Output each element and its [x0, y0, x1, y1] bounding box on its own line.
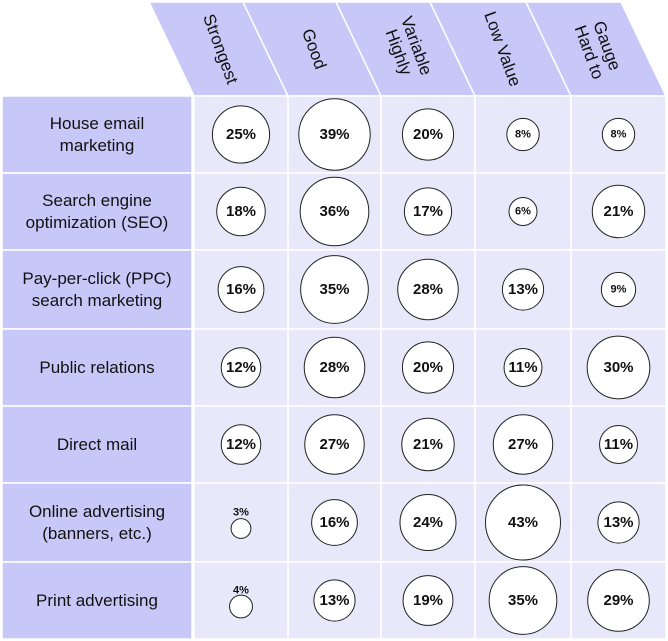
bubble-r1-c3	[401, 108, 455, 161]
bubble-r6-c3	[399, 493, 457, 552]
row-header-2	[1, 172, 193, 251]
value-label: 21%	[413, 436, 443, 453]
value-label: 20%	[413, 126, 443, 143]
row-header-7	[1, 561, 193, 640]
row-label-5: Direct mail	[57, 435, 137, 454]
bubble-r2-c5	[591, 184, 646, 239]
bubble-r2-c4	[508, 196, 538, 227]
value-label: 3%	[233, 507, 249, 519]
value-label: 43%	[508, 514, 538, 531]
value-label: 19%	[413, 592, 443, 609]
value-label: 25%	[226, 126, 256, 143]
value-label: 4%	[233, 585, 249, 597]
value-label: 17%	[413, 203, 443, 220]
bubble-r4-c1	[220, 347, 262, 388]
row-label-2: optimization (SEO)	[26, 213, 169, 232]
value-label: 29%	[603, 592, 633, 609]
row-label-6: (banners, etc.)	[42, 524, 152, 543]
value-label: 24%	[413, 514, 443, 531]
value-label: 18%	[226, 203, 256, 220]
bubble-r2-c2	[299, 176, 370, 247]
bubble-r7-c3	[402, 575, 454, 626]
bubble-r5-c4	[492, 414, 554, 475]
value-label: 27%	[319, 436, 349, 453]
value-label: 12%	[226, 359, 256, 376]
bubble-r3-c5	[600, 271, 637, 308]
bubble-r5-c5	[599, 425, 638, 464]
value-label: 11%	[604, 436, 633, 453]
bubble-r6-c1	[230, 518, 252, 539]
value-label: 35%	[508, 592, 538, 609]
bubbles: 25% 39% 20% 8% 8% 18% 36% 17% 6% 21% 16% 35% 28% 13% 9…	[211, 98, 651, 635]
row-header-1	[1, 95, 193, 174]
value-label: 8%	[611, 129, 627, 141]
value-label: 13%	[319, 592, 349, 609]
bubble-r6-c2	[311, 499, 358, 546]
bubble-r6-c4	[485, 484, 561, 561]
row-header-5	[1, 405, 193, 484]
value-label: 20%	[413, 359, 443, 376]
value-label: 9%	[611, 284, 627, 296]
row-label-1: marketing	[60, 136, 135, 155]
bubble-r2-c1	[216, 186, 266, 237]
bubble-r4-c4	[503, 348, 543, 387]
bubble-r7-c1	[229, 594, 253, 619]
row-label-4: Public relations	[39, 358, 154, 377]
value-label: 21%	[603, 203, 633, 220]
bubble-r3-c3	[397, 258, 459, 321]
value-label: 39%	[319, 126, 349, 143]
value-label: 36%	[319, 203, 349, 220]
bubble-r7-c5	[587, 569, 650, 632]
row-header-6	[1, 482, 193, 563]
value-label: 8%	[515, 129, 531, 141]
bubble-r3-c1	[217, 266, 265, 313]
row-label-1: House email	[50, 114, 145, 133]
row-label-3: Pay-per-click (PPC)	[22, 269, 171, 288]
bubble-r1-c1	[211, 105, 271, 164]
value-label: 30%	[603, 359, 633, 376]
bubble-r3-c4	[501, 268, 545, 311]
value-label: 13%	[508, 281, 538, 298]
value-label: 11%	[508, 359, 537, 376]
bubble-r1-c5	[601, 117, 636, 152]
row-header-3	[1, 249, 193, 330]
row-label-7: Print advertising	[36, 591, 158, 610]
value-label: 16%	[319, 514, 349, 531]
bubble-r1-c2	[298, 98, 371, 171]
bubble-r2-c3	[403, 187, 453, 236]
value-label: 13%	[603, 514, 633, 531]
bubble-r6-c5	[597, 501, 640, 544]
row-label-6: Online advertising	[29, 502, 165, 521]
row-header-4	[1, 328, 193, 407]
bubble-r7-c4	[488, 566, 558, 635]
value-label: 16%	[226, 281, 256, 298]
row-label-2: Search engine	[42, 191, 152, 210]
bubble-r4-c5	[586, 335, 651, 400]
row-label-3: search marketing	[32, 291, 162, 310]
bubble-r4-c3	[401, 341, 455, 394]
value-label: 35%	[319, 281, 349, 298]
bubble-r3-c2	[300, 255, 369, 324]
bubble-r5-c2	[304, 414, 365, 475]
row-headers: House email marketing Search engine optimiz…	[1, 95, 193, 640]
bubble-r5-c1	[220, 424, 262, 465]
value-label: 6%	[515, 206, 531, 218]
value-label: 27%	[508, 436, 538, 453]
value-label: 12%	[226, 436, 256, 453]
bubble-r7-c2	[313, 579, 356, 622]
value-label: 28%	[319, 359, 349, 376]
value-label: 28%	[413, 281, 443, 298]
bubble-r5-c3	[401, 417, 455, 472]
bubble-r1-c4	[506, 117, 540, 152]
bubble-r4-c2	[303, 336, 366, 399]
